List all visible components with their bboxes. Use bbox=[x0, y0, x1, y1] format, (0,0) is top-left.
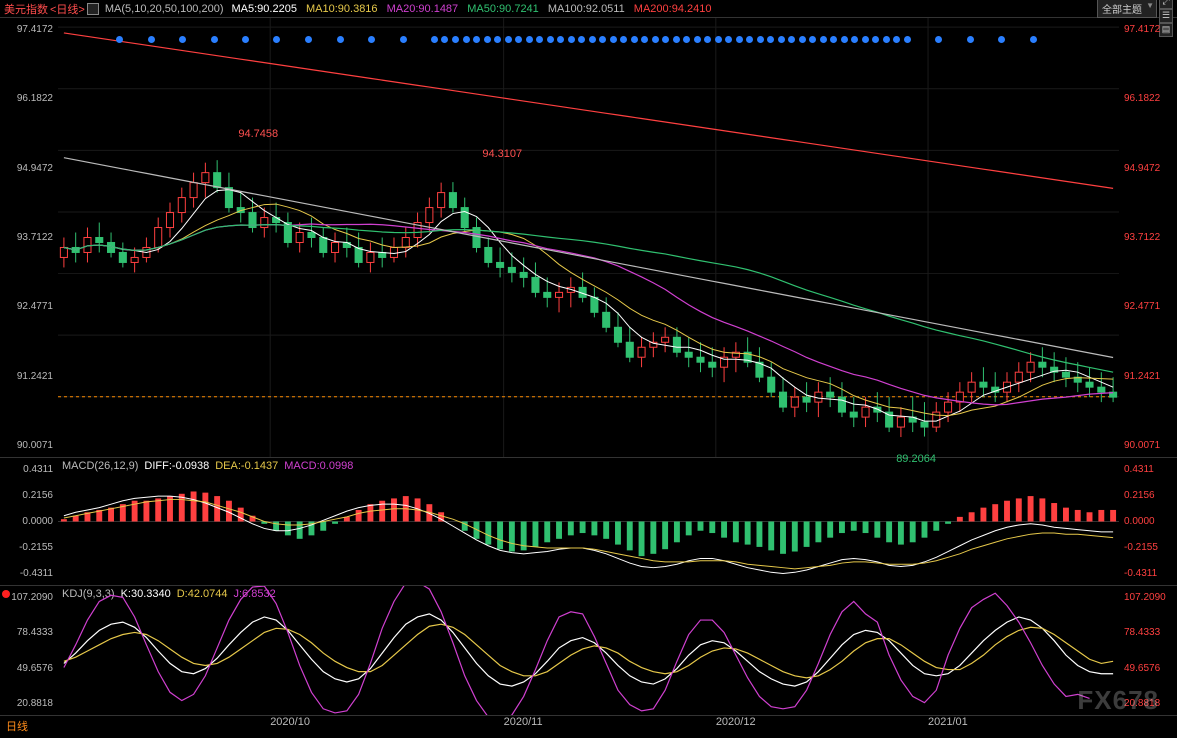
signal-dot bbox=[526, 36, 533, 43]
price-y-axis-right: 97.417296.182294.947293.712292.477191.24… bbox=[1119, 18, 1177, 457]
signal-dot bbox=[935, 36, 942, 43]
signal-dot bbox=[473, 36, 480, 43]
ma-legend-item: MA5:90.2205 bbox=[232, 3, 297, 15]
ma-toggle-checkbox[interactable] bbox=[87, 3, 99, 15]
signal-dot bbox=[694, 36, 701, 43]
signal-dot bbox=[862, 36, 869, 43]
ma-legend-item: MA50:90.7241 bbox=[464, 3, 539, 15]
signal-dot bbox=[757, 36, 764, 43]
signal-dot bbox=[1030, 36, 1037, 43]
signal-dot bbox=[568, 36, 575, 43]
signal-dot bbox=[631, 36, 638, 43]
time-tick: 2021/01 bbox=[928, 716, 968, 728]
signal-dot bbox=[851, 36, 858, 43]
signal-dot bbox=[400, 36, 407, 43]
price-plot[interactable]: 94.745894.310789.2064 bbox=[58, 18, 1119, 457]
ma-legend-group: MA5:90.2205 MA10:90.3816 MA20:90.1487 MA… bbox=[226, 3, 712, 15]
signal-dot bbox=[662, 36, 669, 43]
signal-dot bbox=[431, 36, 438, 43]
signal-dot bbox=[893, 36, 900, 43]
signal-dot bbox=[179, 36, 186, 43]
time-axis-period: 日线 bbox=[0, 718, 28, 734]
kdj-y-axis-left: 107.209078.433349.657620.8818 bbox=[0, 586, 58, 715]
signal-dot bbox=[820, 36, 827, 43]
signal-dots-row bbox=[116, 36, 1061, 46]
kdj-y-axis-right: 107.209078.433349.657620.8818 bbox=[1119, 586, 1177, 715]
signal-dot bbox=[998, 36, 1005, 43]
signal-dot bbox=[116, 36, 123, 43]
signal-dot bbox=[505, 36, 512, 43]
signal-dot bbox=[641, 36, 648, 43]
signal-dot bbox=[704, 36, 711, 43]
signal-dot bbox=[547, 36, 554, 43]
signal-dot bbox=[809, 36, 816, 43]
signal-dot bbox=[589, 36, 596, 43]
signal-dot bbox=[883, 36, 890, 43]
signal-dot bbox=[841, 36, 848, 43]
price-panel: 97.417296.182294.947293.712292.477191.24… bbox=[0, 18, 1177, 458]
signal-dot bbox=[441, 36, 448, 43]
signal-dot bbox=[242, 36, 249, 43]
kdj-plot[interactable] bbox=[58, 586, 1119, 715]
ticker-name: 美元指数 bbox=[4, 1, 48, 17]
signal-dot bbox=[778, 36, 785, 43]
signal-dot bbox=[557, 36, 564, 43]
signal-dot bbox=[746, 36, 753, 43]
signal-dot bbox=[337, 36, 344, 43]
ma-legend-item: MA100:92.0511 bbox=[545, 3, 625, 15]
signal-dot bbox=[610, 36, 617, 43]
ma-legend-item: MA10:90.3816 bbox=[303, 3, 378, 15]
signal-dot bbox=[673, 36, 680, 43]
time-axis: 日线 2020/10 2020/11 2020/12 2021/01 bbox=[0, 716, 1177, 736]
signal-dot bbox=[725, 36, 732, 43]
kdj-panel: KDJ(9,3,3)K:30.3340D:42.0744J:6.8532 107… bbox=[0, 586, 1177, 716]
signal-dot bbox=[788, 36, 795, 43]
time-tick: 2020/10 bbox=[270, 716, 310, 728]
chart-header: 美元指数 <日线> MA(5,10,20,50,100,200) MA5:90.… bbox=[0, 0, 1177, 18]
macd-y-axis-right: 0.43110.21560.0000-0.2155-0.4311 bbox=[1119, 458, 1177, 585]
signal-dot bbox=[452, 36, 459, 43]
signal-dot bbox=[830, 36, 837, 43]
price-y-axis-left: 97.417296.182294.947293.712292.477191.24… bbox=[0, 18, 58, 457]
signal-dot bbox=[599, 36, 606, 43]
time-tick: 2020/12 bbox=[716, 716, 756, 728]
signal-dot bbox=[273, 36, 280, 43]
signal-dot bbox=[872, 36, 879, 43]
signal-dot bbox=[767, 36, 774, 43]
signal-dot bbox=[715, 36, 722, 43]
signal-dot bbox=[799, 36, 806, 43]
signal-dot bbox=[904, 36, 911, 43]
peak-label: 94.7458 bbox=[238, 128, 278, 140]
time-tick: 2020/11 bbox=[504, 716, 543, 728]
signal-dot bbox=[578, 36, 585, 43]
signal-dot bbox=[620, 36, 627, 43]
signal-dot bbox=[652, 36, 659, 43]
period-label: <日线> bbox=[50, 1, 85, 17]
signal-dot bbox=[148, 36, 155, 43]
ma-def-label: MA(5,10,20,50,100,200) bbox=[105, 3, 224, 15]
signal-dot bbox=[463, 36, 470, 43]
signal-dot bbox=[536, 36, 543, 43]
signal-dot bbox=[683, 36, 690, 43]
signal-dot bbox=[967, 36, 974, 43]
signal-dot bbox=[736, 36, 743, 43]
macd-y-axis-left: 0.43110.21560.0000-0.2155-0.4311 bbox=[0, 458, 58, 585]
peak-label: 94.3107 bbox=[482, 148, 522, 160]
signal-dot bbox=[368, 36, 375, 43]
signal-dot bbox=[305, 36, 312, 43]
signal-dot bbox=[211, 36, 218, 43]
macd-plot[interactable] bbox=[58, 458, 1119, 585]
toolbar-button[interactable]: ⤢ bbox=[1159, 0, 1173, 9]
theme-dropdown[interactable]: 全部主题 bbox=[1097, 0, 1157, 18]
ma-legend-item: MA200:94.2410 bbox=[631, 3, 712, 15]
signal-dot bbox=[484, 36, 491, 43]
ma-legend-item: MA20:90.1487 bbox=[384, 3, 459, 15]
macd-panel: MACD(26,12,9)DIFF:-0.0938DEA:-0.1437MACD… bbox=[0, 458, 1177, 586]
signal-dot bbox=[494, 36, 501, 43]
signal-dot bbox=[515, 36, 522, 43]
